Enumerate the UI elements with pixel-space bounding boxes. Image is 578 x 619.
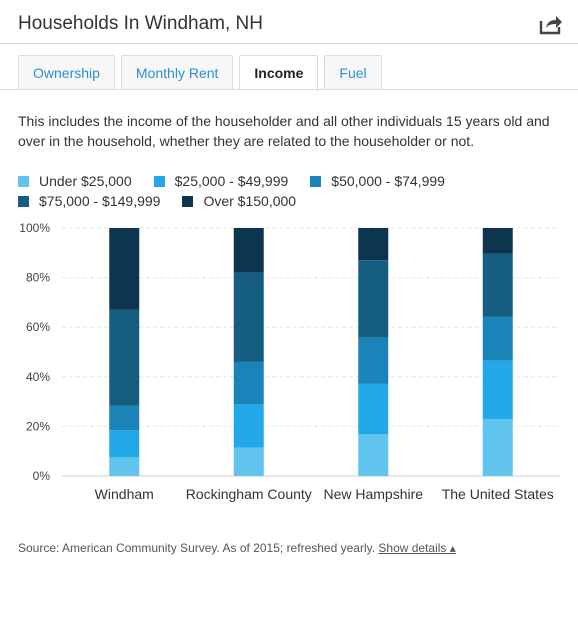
- description: This includes the income of the househol…: [18, 113, 550, 149]
- y-tick-label: 0%: [33, 469, 51, 483]
- bar-segment: [482, 316, 513, 361]
- bar-segment: [482, 253, 513, 317]
- bar-segment: [233, 447, 264, 476]
- show-details-link[interactable]: Show details ▴: [378, 541, 456, 555]
- bar-segment: [233, 404, 264, 448]
- bar-segment: [109, 430, 140, 458]
- legend-label: Under $25,000: [39, 173, 132, 189]
- x-tick-label: Rockingham County: [186, 486, 312, 502]
- legend-item: $50,000 - $74,999: [310, 173, 445, 189]
- legend-item: Over $150,000: [182, 193, 296, 209]
- legend-label: $25,000 - $49,999: [174, 173, 289, 189]
- tab-ownership[interactable]: Ownership: [18, 55, 115, 89]
- share-icon[interactable]: [538, 12, 564, 36]
- legend-label: $50,000 - $74,999: [331, 173, 445, 189]
- y-tick-label: 60%: [26, 320, 50, 334]
- legend-swatch: [18, 175, 29, 187]
- legend-row: Under $25,000 $25,000 - $49,999 $50,000 …: [18, 171, 563, 191]
- bar-segment: [233, 272, 264, 362]
- bar-segment: [482, 418, 513, 476]
- header-divider: [0, 43, 578, 44]
- legend-row: $75,000 - $149,999 Over $150,000: [18, 191, 563, 211]
- source-note: Source: American Community Survey. As of…: [18, 541, 456, 555]
- y-tick-label: 80%: [26, 271, 50, 285]
- bar-segment: [233, 228, 264, 273]
- bar-segment: [109, 457, 140, 476]
- y-tick-label: 20%: [26, 419, 50, 433]
- legend-swatch: [182, 195, 194, 207]
- x-tick-label: Windham: [95, 486, 154, 502]
- legend-label: $75,000 - $149,999: [39, 193, 161, 209]
- bar-segment: [358, 383, 389, 435]
- stacked-bar-chart: 0% 20% 40% 60% 80% 100% Windham Rockingham Coun…: [19, 221, 560, 502]
- x-tick-label: New Hampshire: [323, 486, 423, 502]
- source-text: Source: American Community Survey. As of…: [18, 541, 376, 555]
- x-tick-label: The United States: [442, 486, 554, 502]
- tab-income[interactable]: Income: [239, 55, 319, 91]
- header: Households In Windham, NH: [18, 12, 564, 36]
- y-tick-label: 40%: [26, 370, 50, 384]
- tab-bar: Ownership Monthly Rent Income Fuel: [18, 55, 382, 91]
- y-tick-label: 100%: [19, 221, 50, 235]
- legend: Under $25,000 $25,000 - $49,999 $50,000 …: [18, 171, 563, 211]
- bar-segment: [482, 228, 513, 254]
- tab-monthly-rent[interactable]: Monthly Rent: [120, 55, 234, 89]
- legend-swatch: [310, 175, 322, 187]
- tab-fuel[interactable]: Fuel: [324, 55, 382, 89]
- legend-item: $25,000 - $49,999: [153, 173, 289, 189]
- legend-item: Under $25,000: [18, 173, 132, 189]
- bar-segment: [358, 337, 389, 384]
- bar-segment: [482, 360, 513, 419]
- bar-segment: [109, 309, 140, 406]
- legend-swatch: [153, 175, 165, 187]
- page-title: Households In Windham, NH: [18, 13, 263, 34]
- tabs-divider: [0, 89, 578, 90]
- legend-label: Over $150,000: [203, 193, 297, 209]
- bar-segment: [233, 361, 264, 405]
- bar-segment: [358, 228, 389, 261]
- legend-item: $75,000 - $149,999: [18, 193, 160, 209]
- bar-segment: [109, 228, 140, 310]
- bar-segment: [358, 260, 389, 338]
- legend-swatch: [18, 195, 29, 207]
- bar-segment: [109, 405, 140, 431]
- bar-segment: [358, 434, 389, 476]
